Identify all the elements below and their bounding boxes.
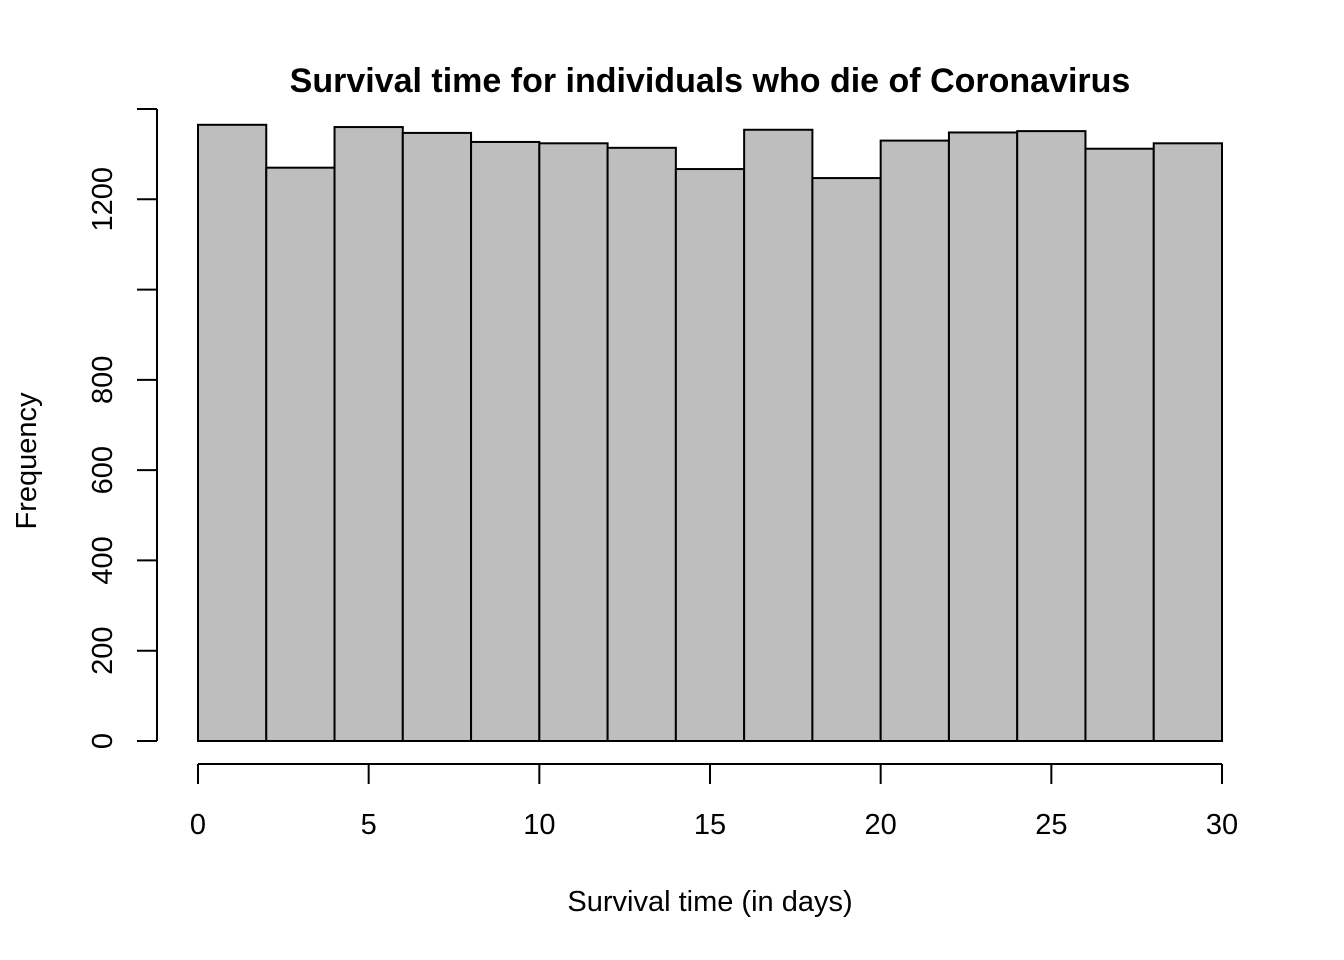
histogram-bar bbox=[879, 139, 950, 743]
chart-title: Survival time for individuals who die of… bbox=[290, 62, 1131, 100]
y-tick-label: 1200 bbox=[87, 167, 119, 232]
y-tick-label: 400 bbox=[87, 536, 119, 584]
bars-group bbox=[197, 123, 1223, 743]
x-tick-label: 15 bbox=[694, 809, 726, 841]
y-tick-label: 200 bbox=[87, 627, 119, 675]
histogram-bar bbox=[470, 140, 541, 742]
y-tick-label: 800 bbox=[87, 356, 119, 404]
histogram-bar bbox=[811, 177, 882, 743]
histogram-bar bbox=[1084, 147, 1155, 742]
histogram-bar bbox=[401, 131, 473, 742]
histogram-bar bbox=[333, 126, 404, 743]
x-tick-label: 20 bbox=[865, 809, 897, 841]
histogram-bar bbox=[265, 166, 336, 742]
histogram-bar bbox=[197, 123, 268, 743]
x-tick-label: 0 bbox=[190, 809, 206, 841]
histogram-bar bbox=[743, 128, 814, 743]
y-axis-label: Frequency bbox=[11, 392, 43, 530]
x-tick-label: 5 bbox=[361, 809, 377, 841]
histogram-bar bbox=[606, 146, 677, 742]
y-tick-label: 0 bbox=[87, 733, 119, 749]
histogram-bar bbox=[674, 168, 746, 743]
y-axis: 0 200 400 600 800 1200 bbox=[87, 108, 158, 749]
x-axis: 0 5 10 15 20 25 30 bbox=[190, 763, 1238, 841]
histogram-bar bbox=[1016, 130, 1087, 742]
histogram-bar bbox=[947, 131, 1019, 742]
y-tick-label: 600 bbox=[87, 446, 119, 494]
x-tick-label: 30 bbox=[1206, 809, 1238, 841]
histogram-bar bbox=[538, 142, 609, 742]
x-tick-label: 25 bbox=[1035, 809, 1067, 841]
histogram-bar bbox=[1152, 142, 1223, 742]
x-axis-label: Survival time (in days) bbox=[567, 886, 852, 918]
x-tick-label: 10 bbox=[523, 809, 555, 841]
